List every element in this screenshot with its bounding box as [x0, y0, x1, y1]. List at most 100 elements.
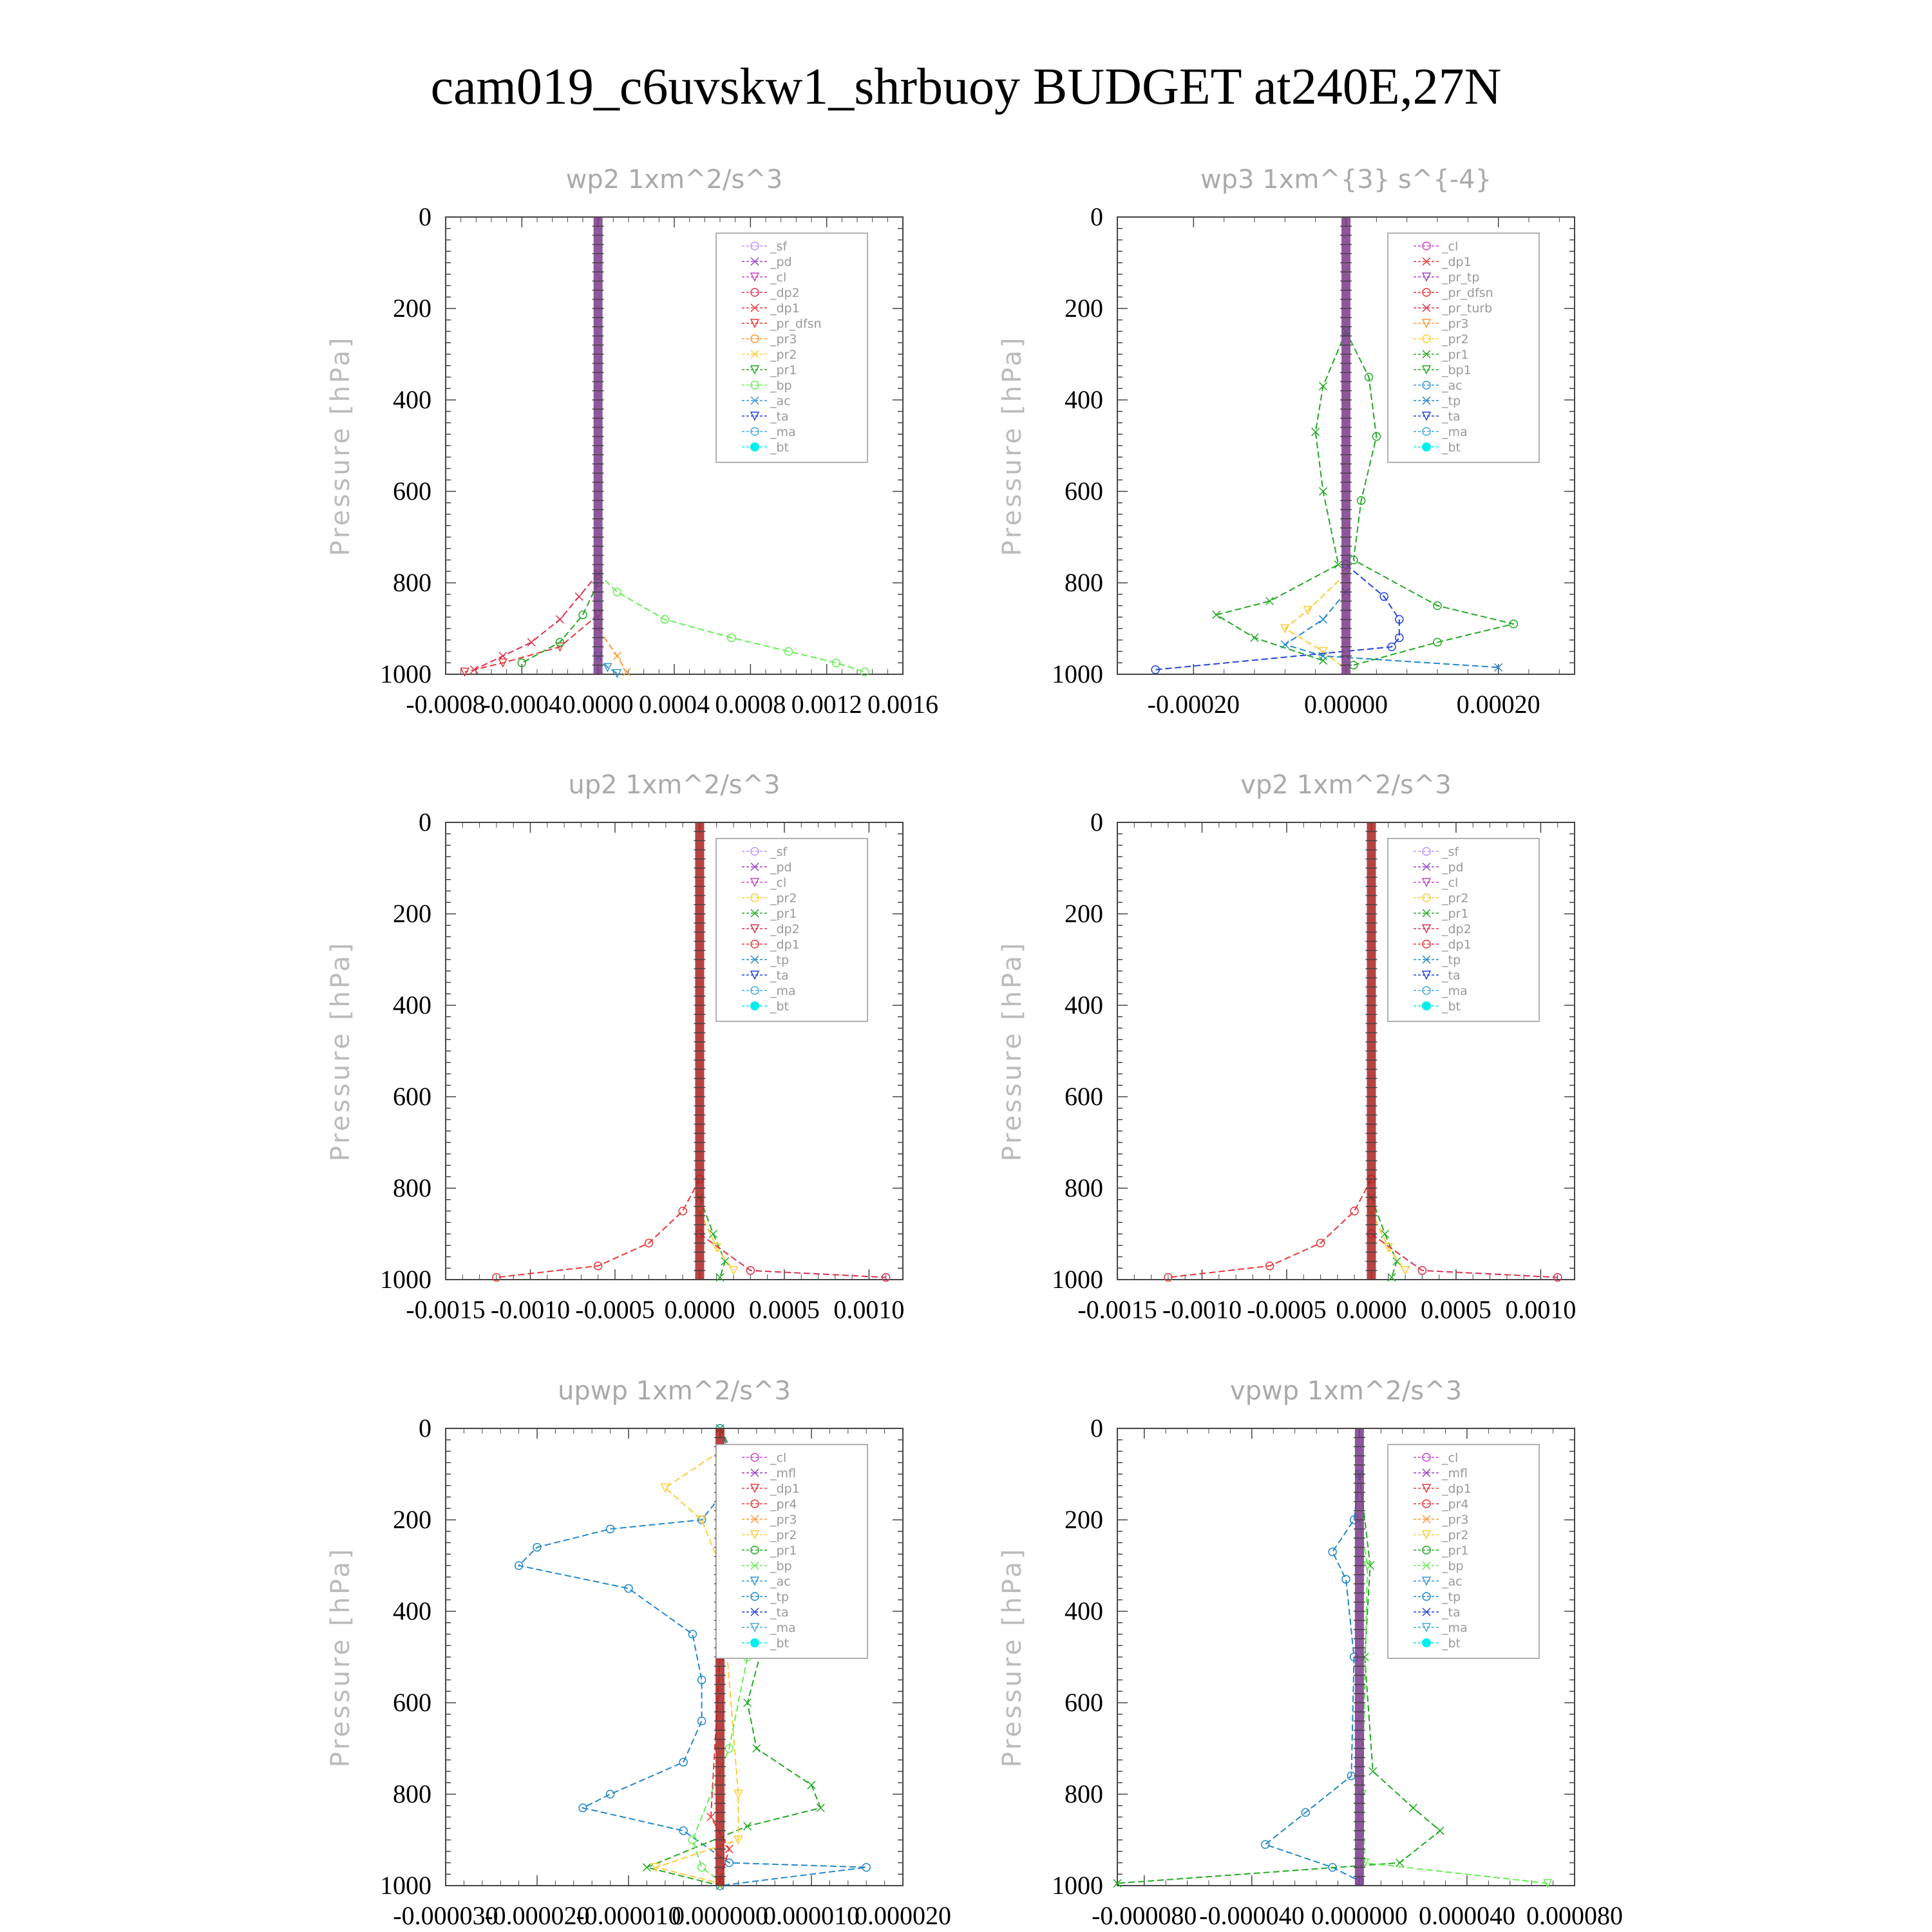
- series-point-dp2: [881, 1273, 891, 1282]
- legend-label: _ac: [770, 1575, 791, 1589]
- legend-label: _pr3: [1441, 317, 1468, 331]
- series-point-pr1: [1113, 1879, 1122, 1888]
- legend-label: _pd: [770, 255, 792, 269]
- series-point-tp: [1318, 615, 1328, 624]
- legend-box: [715, 838, 868, 1022]
- legend-marker: [1421, 412, 1432, 421]
- series-point-pr1: [721, 1257, 730, 1266]
- series-point-ta: [1151, 665, 1160, 674]
- legend-marker: [750, 924, 760, 934]
- series-line-pr1: [521, 582, 599, 664]
- legend-label: _ma: [770, 1621, 796, 1635]
- series-point-bp: [1543, 1879, 1553, 1889]
- legend-label: _pr1: [1441, 1544, 1468, 1558]
- y-tick-label: 1000: [380, 1871, 431, 1900]
- panel-6: vpwp 1xm^2/s^3 Pressure [hPa] 0 200 400 600 80…: [998, 1376, 1623, 1930]
- y-tick-label: 200: [393, 1505, 431, 1534]
- series-point-dp1: [644, 1238, 654, 1247]
- legend-label: _ta: [1441, 969, 1461, 983]
- series-point-pr2: [734, 1790, 743, 1799]
- legend-label: _dp1: [1441, 255, 1472, 269]
- legend-marker: [750, 1623, 760, 1633]
- y-tick-label: 200: [1065, 899, 1103, 928]
- series-point-pr1: [1395, 1858, 1405, 1868]
- legend-label: _pr2: [770, 1528, 797, 1542]
- series-line-tp: [1264, 1473, 1360, 1882]
- y-tick-label: 1000: [1052, 1265, 1103, 1294]
- series-line-pr1: [1215, 331, 1347, 661]
- series-point-ta: [1387, 642, 1396, 652]
- y-tick-label: 400: [1065, 990, 1103, 1019]
- y-tick-label: 400: [393, 990, 431, 1019]
- legend-marker: [750, 1499, 759, 1508]
- series-point-ta: [1395, 633, 1404, 642]
- series-point-pr1: [1387, 1273, 1396, 1282]
- x-tick-label: 0.0005: [749, 1295, 820, 1324]
- legend-marker: [1421, 1530, 1432, 1540]
- series-point-dp2: [1417, 1266, 1427, 1275]
- legend-marker: [1422, 893, 1431, 902]
- y-tick-label: 800: [393, 568, 431, 597]
- series-point-pr4: [706, 1812, 715, 1822]
- series-point-bp: [831, 658, 841, 667]
- legend-marker: [750, 862, 759, 871]
- legend-marker: [1422, 986, 1431, 995]
- legend-marker: [1422, 909, 1431, 918]
- panel-1: wp2 1xm^2/s^3 Pressure [hPa] 0 200 400 600 800…: [326, 165, 938, 719]
- legend-label: _dp1: [770, 301, 800, 316]
- x-tick-label: 0.0010: [1505, 1295, 1576, 1324]
- x-tick-label: -0.00020: [1148, 690, 1240, 719]
- series-point-pr1: [642, 1863, 651, 1872]
- series-point-pr2: [697, 1515, 706, 1525]
- legend-marker: [1421, 924, 1432, 934]
- series-line-pr2: [1370, 1211, 1406, 1271]
- legend-marker: [1422, 442, 1431, 451]
- series-point-pr1: [1265, 596, 1274, 605]
- series-point-ta: [1395, 615, 1404, 624]
- legend-marker: [750, 1530, 760, 1540]
- y-axis-label: Pressure [hPa]: [326, 941, 355, 1162]
- x-tick-label: 0.000000: [1311, 1901, 1408, 1930]
- series-point-dp1: [460, 667, 469, 677]
- x-tick-label: -0.0015: [1077, 1295, 1157, 1324]
- x-tick-label: -0.0010: [1162, 1295, 1242, 1324]
- y-tick-label: 600: [393, 477, 431, 506]
- legend-marker: [1422, 955, 1431, 964]
- legend-marker: [1422, 847, 1431, 856]
- legend-label: _pd: [770, 860, 792, 875]
- legend-marker: [750, 878, 760, 887]
- y-tick-label: 400: [1065, 1596, 1103, 1625]
- y-tick-label: 400: [393, 385, 431, 414]
- x-tick-label: -0.000010: [576, 1901, 681, 1930]
- series-point-dp1: [678, 1206, 687, 1216]
- series-point-tp: [688, 1629, 697, 1639]
- legend-marker: [750, 1577, 760, 1586]
- legend-marker: [750, 893, 759, 902]
- series-point-dp2: [527, 638, 536, 647]
- series-line-pr2: [699, 1211, 734, 1271]
- legend-marker: [1422, 288, 1431, 297]
- y-tick-label: 800: [1065, 568, 1103, 597]
- series-point-tp: [624, 1584, 633, 1593]
- legend-marker: [750, 1546, 759, 1555]
- series-line-tp: [1283, 591, 1499, 668]
- legend-label: _tp: [1441, 1590, 1461, 1604]
- x-tick-label: -0.0005: [1247, 1295, 1326, 1324]
- legend-marker: [750, 350, 759, 359]
- legend-label: _pr2: [1441, 1528, 1468, 1542]
- legend-marker: [750, 242, 759, 251]
- legend-marker: [1421, 365, 1432, 375]
- legend-label: _ma: [1441, 1621, 1468, 1635]
- series-point-tp: [679, 1757, 688, 1767]
- legend-label: _pr1: [770, 1544, 797, 1558]
- legend-label: _cl: [1441, 1451, 1458, 1465]
- legend-label: _ma: [770, 425, 796, 439]
- series-point-pr1: [1368, 1766, 1378, 1776]
- legend-label: _ta: [770, 410, 789, 424]
- series-point-tp: [1328, 1547, 1337, 1557]
- legend-marker: [1421, 272, 1432, 282]
- series-line-pr2: [1283, 573, 1347, 670]
- series-point-tp: [1341, 1575, 1350, 1584]
- x-tick-label: 0.00020: [1457, 690, 1540, 719]
- series-line-dp1: [1168, 1179, 1372, 1278]
